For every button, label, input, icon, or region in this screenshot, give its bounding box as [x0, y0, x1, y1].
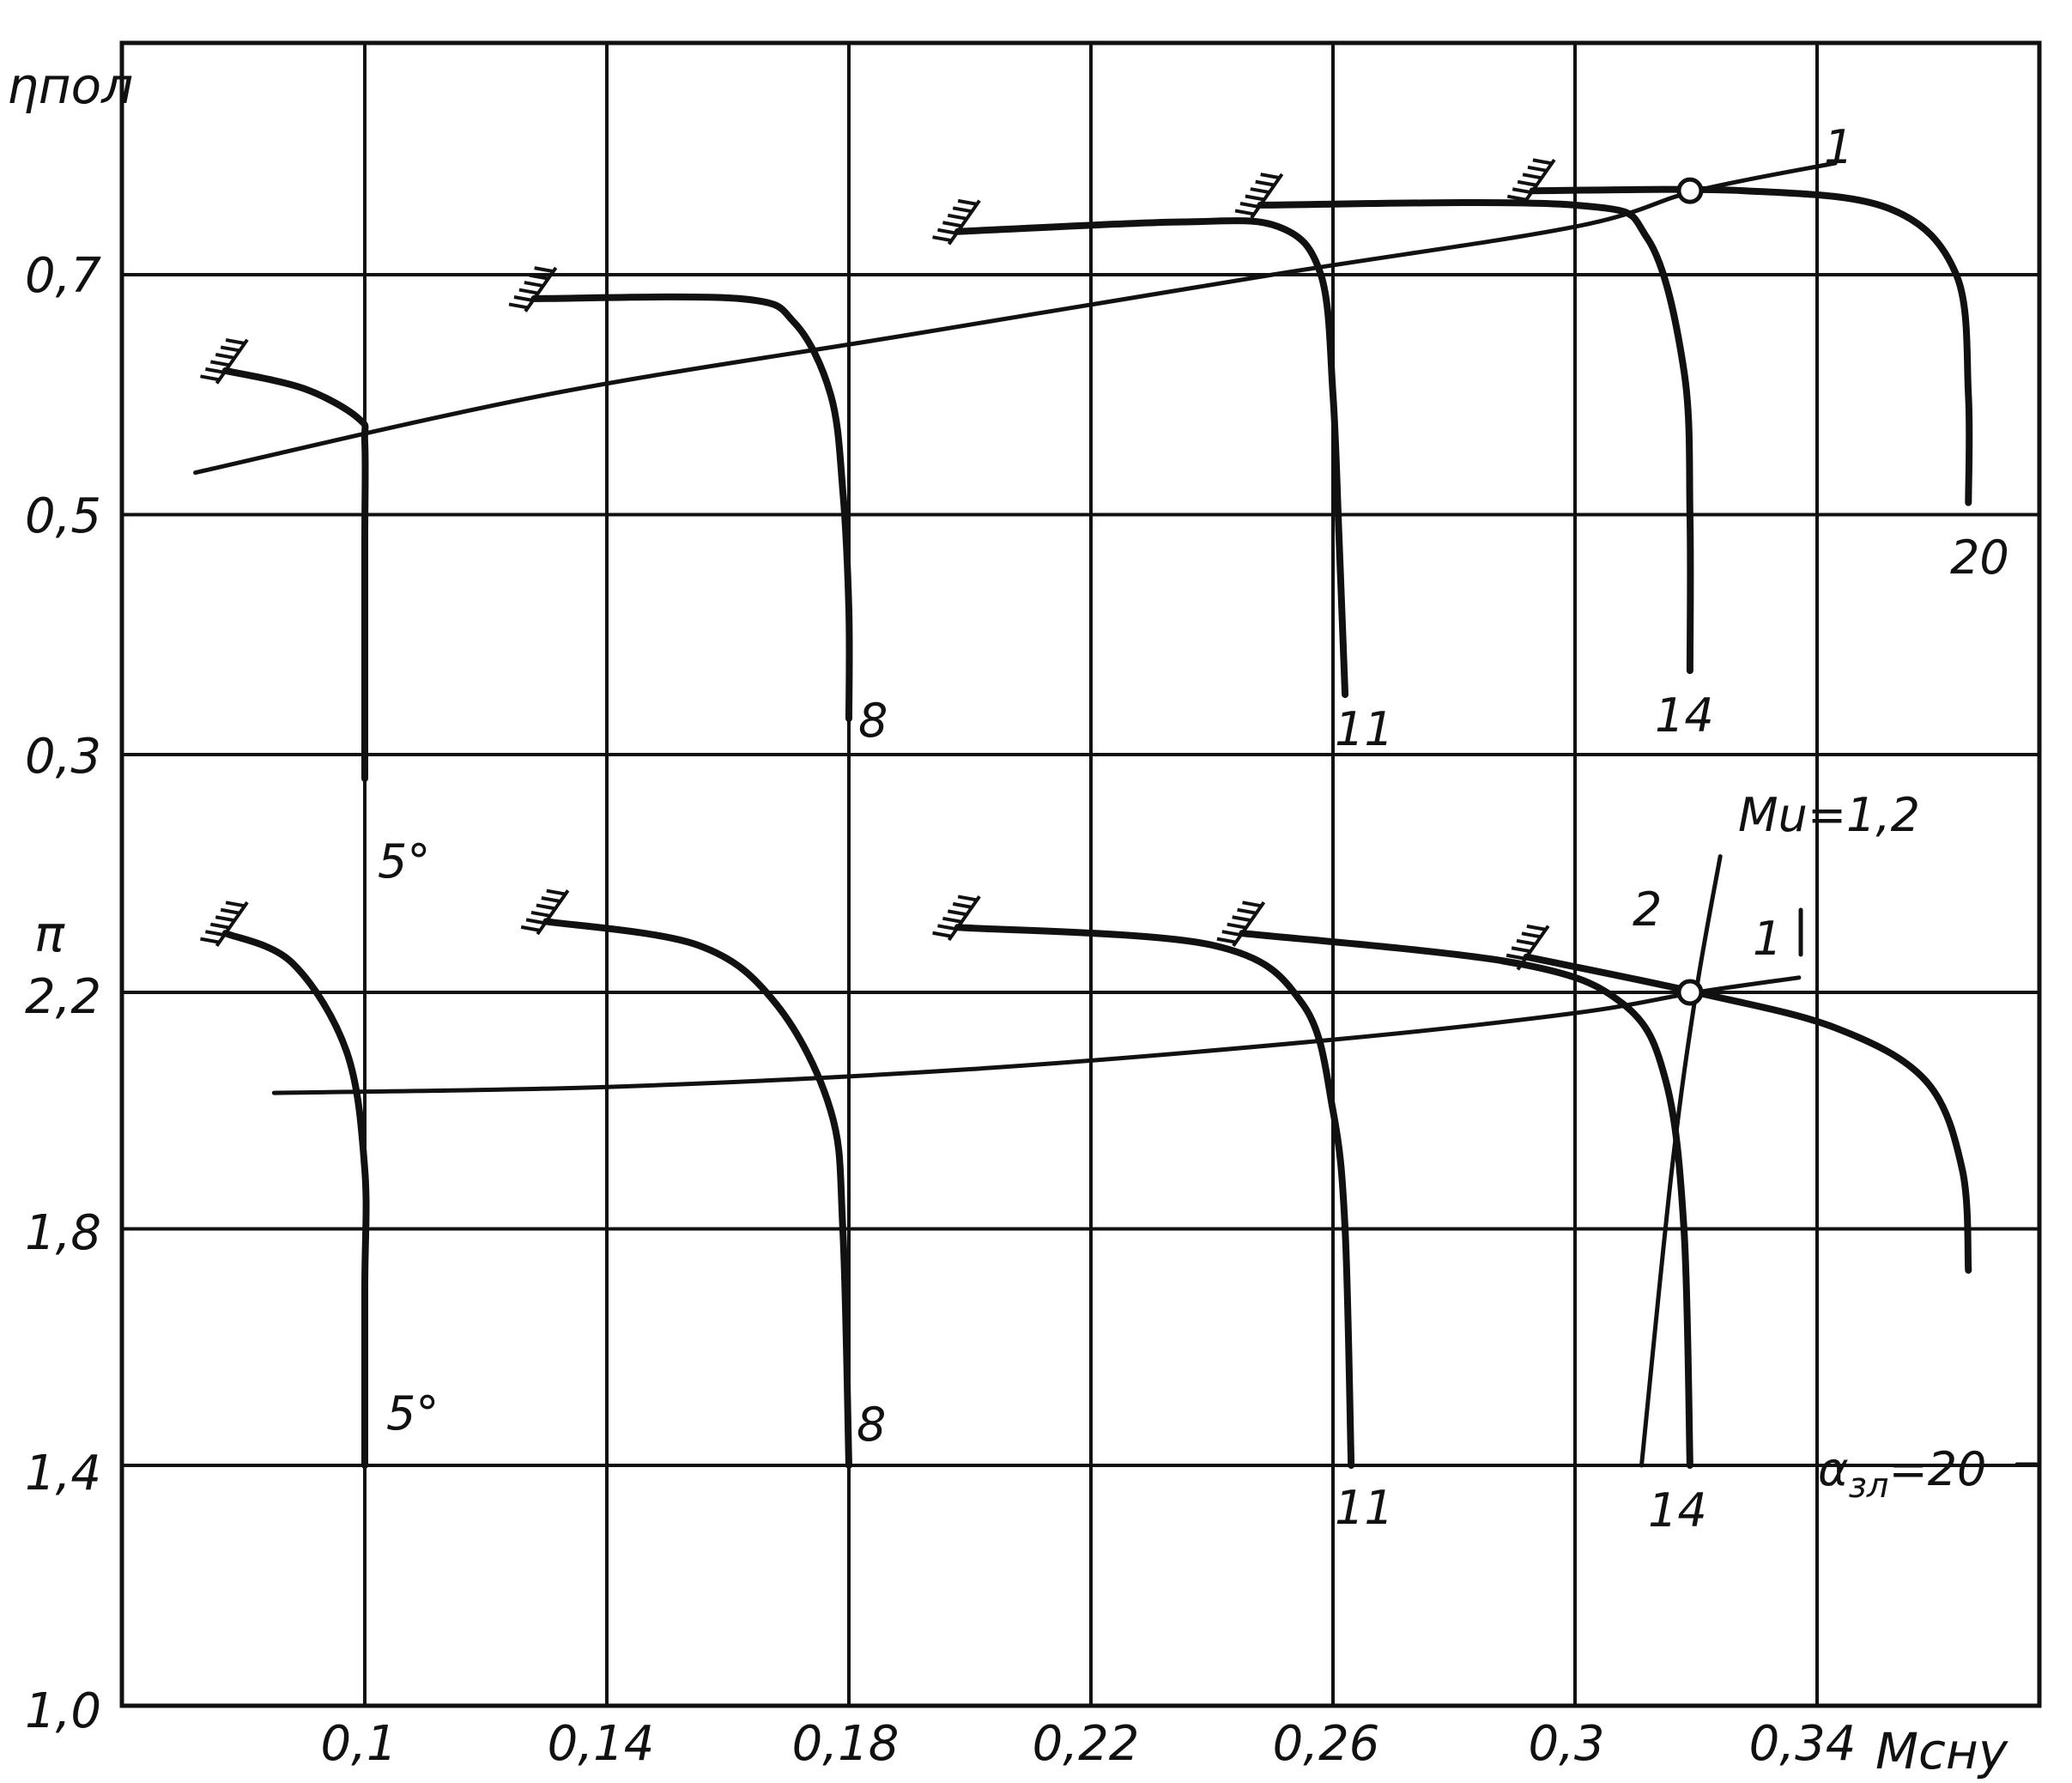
- surge-hatch-layer: [200, 158, 1556, 971]
- alpha-symbol: α: [1818, 1442, 1849, 1496]
- curve-label: 11: [1335, 1481, 1394, 1535]
- x-axis-label: Mсну: [1875, 1722, 2008, 1780]
- efficiency-speed-line-5: [221, 367, 369, 782]
- bottom-curve-labels: 5° 8 11 14: [386, 1386, 1707, 1537]
- top-curve-labels: 5° 8 11 14 20: [378, 531, 2009, 888]
- grid-lines: [122, 43, 2039, 1706]
- efficiency-operating-line-1: [193, 161, 1838, 476]
- curve-label: 8: [858, 694, 888, 748]
- y-tick-labels-top: 0,7 0,5 0,3: [25, 248, 101, 785]
- surge-hatch-mark: [932, 198, 981, 246]
- surge-hatch-mark: [1500, 924, 1550, 971]
- curve-label: 20: [1950, 531, 2009, 585]
- alpha-label: αзл=20: [1818, 1442, 1986, 1506]
- surge-hatch-mark: [200, 901, 249, 948]
- curve-label: 5°: [386, 1386, 439, 1440]
- x-tick-label: 0,26: [1273, 1716, 1380, 1772]
- pressure-ratio-speed-line-14: [1239, 930, 1693, 1469]
- line-1-label-top: 1: [1824, 120, 1853, 174]
- surge-hatch-mark: [1216, 901, 1266, 948]
- surge-hatch-mark: [1234, 173, 1284, 219]
- x-tick-label: 0,1: [320, 1716, 397, 1772]
- y-axis-label-bottom: π: [34, 905, 65, 963]
- pressure-ratio-operating-line-2: [1639, 854, 1723, 1468]
- pressure-ratio-speed-line-20: [1523, 953, 1972, 1274]
- surge-hatch-mark: [520, 888, 570, 936]
- series-layer: [193, 161, 2039, 1469]
- x-tick-label: 0,3: [1528, 1716, 1604, 1772]
- pressure-ratio-speed-line-11: [954, 924, 1355, 1469]
- x-tick-label: 0,18: [792, 1716, 900, 1772]
- alpha-value: =20: [1888, 1442, 1986, 1496]
- efficiency-operating-point-marker: [1676, 177, 1704, 204]
- y-tick-label: 0,7: [25, 248, 101, 304]
- curve-label: 14: [1648, 1483, 1707, 1537]
- y-tick-label: 1,8: [25, 1205, 101, 1261]
- pressure-ratio-speed-line-8: [542, 918, 852, 1469]
- surge-hatch-mark: [932, 895, 981, 942]
- line-2-label-bottom: 2: [1633, 882, 1662, 937]
- surge-hatch-mark: [508, 266, 558, 312]
- y-tick-label: 1,4: [25, 1446, 101, 1501]
- operating-point-layer: [1676, 177, 1704, 1006]
- surge-hatch-mark: [1506, 158, 1556, 205]
- pressure-ratio-operating-line-1: [271, 975, 1802, 1095]
- y-tick-label: 2,2: [25, 969, 101, 1025]
- mu-label: Mu=1,2: [1738, 788, 1920, 842]
- efficiency-speed-line-11: [954, 217, 1349, 699]
- efficiency-speed-line-8: [530, 293, 853, 723]
- x-tick-label: 0,22: [1033, 1716, 1140, 1772]
- x-tick-label: 0,14: [548, 1716, 655, 1772]
- x-tick-label: 0,34: [1749, 1716, 1857, 1772]
- efficiency-speed-line-14: [1257, 199, 1694, 675]
- line-1-label-bottom: 1: [1753, 912, 1782, 966]
- y-tick-label: 0,5: [25, 488, 101, 544]
- pressure-ratio-speed-line-5: [221, 930, 370, 1469]
- curve-label: 5°: [378, 834, 430, 888]
- x-tick-labels: 0,1 0,14 0,18 0,22 0,26 0,3 0,34: [320, 1716, 1856, 1772]
- pressure-ratio-operating-point-marker: [1676, 979, 1704, 1006]
- curve-label: 8: [857, 1398, 886, 1452]
- curve-label: 14: [1655, 688, 1714, 743]
- alpha-subscript: зл: [1849, 1466, 1889, 1506]
- y-tick-labels-bottom: 2,2 1,8 1,4 1,0: [25, 969, 101, 1739]
- y-axis-label-top: ηпол: [7, 57, 133, 115]
- y-tick-label: 1,0: [25, 1683, 101, 1739]
- curve-label: 11: [1335, 702, 1394, 756]
- y-tick-label: 0,3: [25, 729, 101, 785]
- surge-hatch-mark: [200, 338, 249, 385]
- plot-frame: [119, 40, 2042, 1708]
